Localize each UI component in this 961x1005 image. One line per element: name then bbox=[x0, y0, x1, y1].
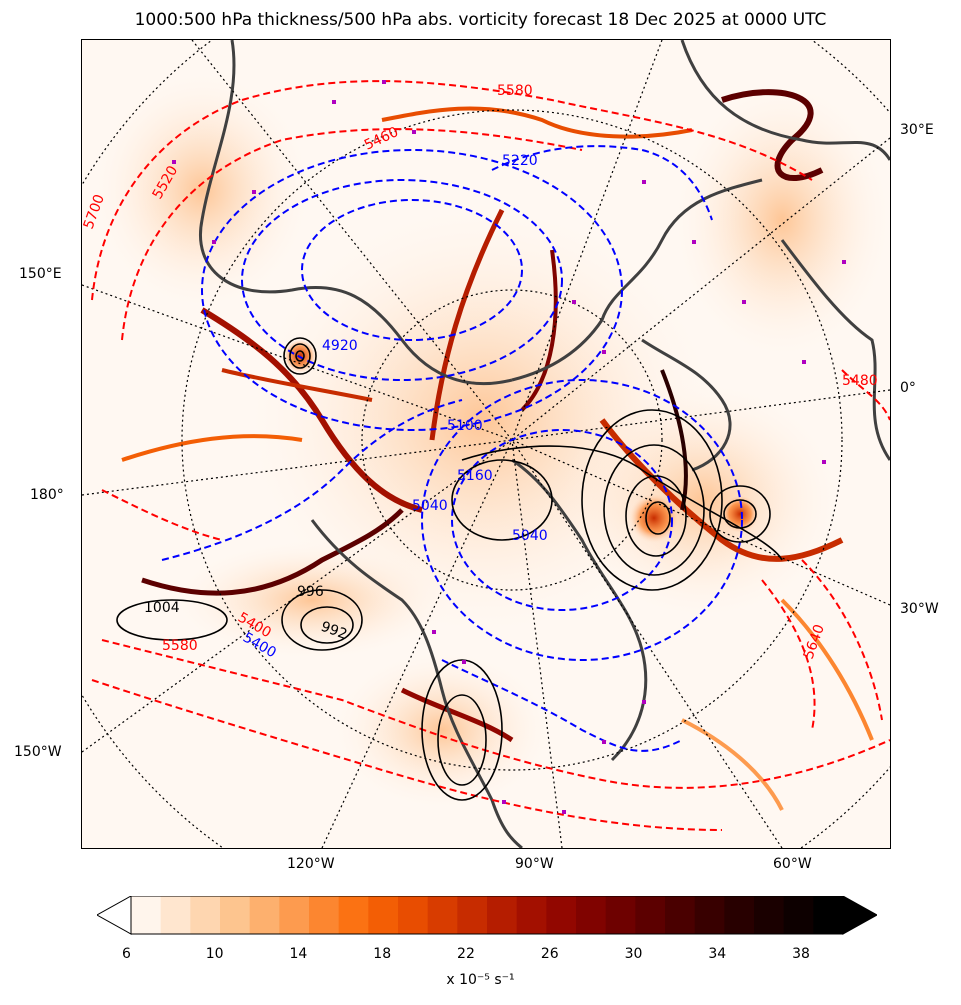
colorbar-tick-label: 18 bbox=[373, 946, 392, 962]
thickness-label-warm: 5580 bbox=[162, 638, 198, 654]
colorbar-segment bbox=[635, 896, 666, 934]
colorbar-tick-label: 38 bbox=[792, 946, 810, 962]
colorbar-segment bbox=[338, 896, 369, 934]
lon-label: 120°W bbox=[287, 856, 335, 872]
colorbar-segment bbox=[368, 896, 399, 934]
colorbar-segments bbox=[131, 896, 844, 934]
vorticity-shading bbox=[82, 40, 890, 848]
colorbar-under-arrow bbox=[97, 896, 132, 935]
thickness-contours-cold bbox=[161, 145, 743, 752]
colorbar bbox=[97, 896, 877, 935]
station-markers bbox=[172, 80, 846, 814]
colorbar-tick-label: 30 bbox=[624, 946, 643, 962]
thickness-label-cold: 5160 bbox=[457, 468, 493, 484]
colorbar-tick-label: 14 bbox=[289, 946, 308, 962]
colorbar-segment bbox=[694, 896, 725, 934]
lon-label: 150°E bbox=[19, 266, 62, 282]
thickness-label-cold: 4920 bbox=[322, 338, 358, 354]
colorbar-units-label: x 10⁻⁵ s⁻¹ bbox=[446, 972, 515, 988]
colorbar-segment bbox=[309, 896, 340, 934]
colorbar-segment bbox=[160, 896, 191, 934]
map-title: 1000:500 hPa thickness/500 hPa abs. vort… bbox=[134, 10, 827, 30]
colorbar-segment bbox=[398, 896, 429, 934]
thickness-contours-warm bbox=[91, 80, 890, 831]
colorbar-segment bbox=[605, 896, 636, 934]
lon-label: 30°W bbox=[900, 601, 939, 617]
colorbar-segment bbox=[546, 896, 577, 934]
colorbar-segment bbox=[220, 896, 251, 934]
colorbar-segment bbox=[665, 896, 696, 934]
colorbar-segment bbox=[487, 896, 518, 934]
pressure-label: 996 bbox=[297, 584, 324, 600]
colorbar-segment bbox=[783, 896, 814, 934]
pressure-label: 1004 bbox=[144, 600, 180, 616]
colorbar-segment bbox=[457, 896, 488, 934]
colorbar-segment bbox=[279, 896, 310, 934]
thickness-label-cold: 5100 bbox=[447, 418, 483, 434]
map-panel[interactable]: 5580 5520 5700 5460 5580 5640 5400 5480 … bbox=[81, 39, 891, 849]
colorbar-tick-label: 6 bbox=[122, 946, 131, 962]
colorbar-segment bbox=[724, 896, 755, 934]
colorbar-segment bbox=[427, 896, 458, 934]
map-canvas: 5580 5520 5700 5460 5580 5640 5400 5480 … bbox=[82, 40, 890, 848]
lon-label: 180° bbox=[30, 487, 64, 503]
colorbar-tick-label: 10 bbox=[205, 946, 224, 962]
colorbar-tick-label: 34 bbox=[708, 946, 727, 962]
colorbar-segment bbox=[516, 896, 547, 934]
colorbar-over-arrow bbox=[842, 896, 877, 935]
colorbar-segment bbox=[190, 896, 221, 934]
thickness-label-cold: 5040 bbox=[512, 528, 548, 544]
lon-label: 60°W bbox=[773, 856, 812, 872]
thickness-label-cold: 5040 bbox=[412, 498, 448, 514]
colorbar-segment bbox=[576, 896, 607, 934]
colorbar-outline bbox=[130, 896, 844, 935]
thickness-label-warm: 5480 bbox=[842, 373, 878, 389]
colorbar-tick-label: 22 bbox=[457, 946, 475, 962]
lon-label: 150°W bbox=[14, 744, 62, 760]
coastlines bbox=[199, 40, 890, 848]
colorbar-segment bbox=[249, 896, 280, 934]
lon-label: 30°E bbox=[900, 122, 934, 138]
pressure-contours bbox=[116, 337, 783, 801]
thickness-label-cold: 5220 bbox=[502, 153, 538, 169]
colorbar-segment bbox=[813, 896, 844, 934]
colorbar-segment bbox=[754, 896, 785, 934]
lon-label: 0° bbox=[900, 380, 916, 396]
colorbar-segment bbox=[131, 896, 162, 934]
thickness-label-warm: 5580 bbox=[497, 83, 533, 99]
lon-label: 90°W bbox=[515, 856, 554, 872]
colorbar-tick-label: 26 bbox=[540, 946, 559, 962]
